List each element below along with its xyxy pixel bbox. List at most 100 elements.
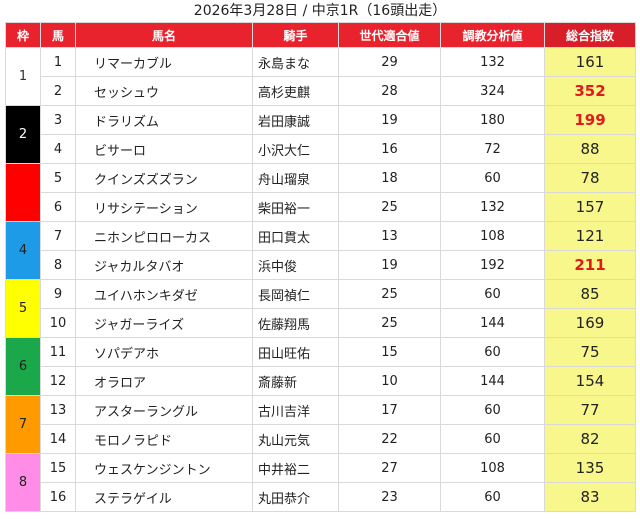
total-index-cell: 75: [544, 337, 636, 367]
horse-name-cell: ドラリズム: [75, 105, 253, 135]
page-title: 2026年3月28日 / 中京1R（16頭出走）: [193, 3, 447, 19]
horse-number-cell: 3: [40, 105, 76, 135]
table-row: 2 3 ドラリズム 岩田康誠 19 180 199: [5, 105, 636, 164]
table-row: 6 リサシテーション 柴田裕一 25 132 157: [6, 192, 636, 222]
waku-cell: 2: [5, 105, 41, 164]
training-analysis-cell: 60: [440, 337, 545, 367]
total-index-cell: 82: [544, 424, 636, 454]
training-analysis-cell: 60: [440, 482, 545, 512]
header-jockey: 騎手: [252, 22, 339, 48]
waku-cell: 7: [5, 395, 41, 454]
horse-number-cell: 4: [40, 134, 76, 164]
generation-fit-cell: 28: [338, 76, 441, 106]
horse-name-cell: ソパデアホ: [75, 337, 253, 367]
waku-cell: 1: [5, 47, 41, 106]
header-horse-name: 馬名: [75, 22, 253, 48]
generation-fit-cell: 19: [338, 250, 441, 280]
header-horse-number: 馬: [40, 22, 76, 48]
horse-number-cell: 10: [40, 308, 76, 338]
training-analysis-cell: 144: [440, 308, 545, 338]
jockey-cell: 佐藤翔馬: [252, 308, 339, 338]
total-index-cell: 211: [544, 250, 636, 280]
horse-number-cell: 5: [40, 163, 76, 193]
table-row: 5 9 ユイハホンキダゼ 長岡禎仁 25 60 85: [5, 279, 636, 338]
table-row: 10 ジャガーライズ 佐藤翔馬 25 144 169: [6, 308, 636, 338]
training-analysis-cell: 192: [440, 250, 545, 280]
horse-number-cell: 15: [40, 453, 76, 483]
waku-cell: 4: [5, 221, 41, 280]
horse-name-cell: アスターラングル: [75, 395, 253, 425]
training-analysis-cell: 180: [440, 105, 545, 135]
training-analysis-cell: 108: [440, 453, 545, 483]
jockey-cell: 永島まな: [252, 47, 339, 77]
generation-fit-cell: 17: [338, 395, 441, 425]
horse-name-cell: オラロア: [75, 366, 253, 396]
header-training-analysis: 調教分析値: [440, 22, 545, 48]
total-index-cell: 135: [544, 453, 636, 483]
table-row: 12 オラロア 斎藤新 10 144 154: [6, 366, 636, 396]
training-analysis-cell: 324: [440, 76, 545, 106]
training-analysis-cell: 60: [440, 395, 545, 425]
table-row: 16 ステラゲイル 丸田恭介 23 60 83: [6, 482, 636, 512]
training-analysis-cell: 144: [440, 366, 545, 396]
horse-name-cell: ユイハホンキダゼ: [75, 279, 253, 309]
horse-number-cell: 1: [40, 47, 76, 77]
total-index-cell: 154: [544, 366, 636, 396]
generation-fit-cell: 22: [338, 424, 441, 454]
training-analysis-cell: 60: [440, 424, 545, 454]
training-analysis-cell: 132: [440, 192, 545, 222]
horse-name-cell: モロノラピド: [75, 424, 253, 454]
waku-cell: 3: [5, 163, 41, 222]
jockey-cell: 浜中俊: [252, 250, 339, 280]
total-index-cell: 157: [544, 192, 636, 222]
table-row: 4 7 ニホンピロローカス 田口貫太 13 108 121: [5, 221, 636, 280]
total-index-cell: 169: [544, 308, 636, 338]
jockey-cell: 柴田裕一: [252, 192, 339, 222]
training-analysis-cell: 132: [440, 47, 545, 77]
horse-name-cell: リマーカブル: [75, 47, 253, 77]
horse-name-cell: ステラゲイル: [75, 482, 253, 512]
training-analysis-cell: 60: [440, 279, 545, 309]
horse-number-cell: 2: [40, 76, 76, 106]
total-index-cell: 352: [544, 76, 636, 106]
race-table: 枠 馬 馬名 騎手 世代適合値 調教分析値 総合指数 1 1 リマーカブル 永島まな 2…: [5, 22, 636, 512]
training-analysis-cell: 60: [440, 163, 545, 193]
horse-name-cell: ウェスケンジントン: [75, 453, 253, 483]
total-index-cell: 85: [544, 279, 636, 309]
generation-fit-cell: 16: [338, 134, 441, 164]
table-row: 6 11 ソパデアホ 田山旺佑 15 60 75: [5, 337, 636, 396]
horse-name-cell: セッシュウ: [75, 76, 253, 106]
horse-number-cell: 14: [40, 424, 76, 454]
generation-fit-cell: 25: [338, 279, 441, 309]
generation-fit-cell: 13: [338, 221, 441, 251]
table-row: 1 1 リマーカブル 永島まな 29 132 161: [5, 47, 636, 106]
generation-fit-cell: 19: [338, 105, 441, 135]
table-row: 3 5 クインズズズラン 舟山瑠泉 18 60 78: [5, 163, 636, 222]
total-index-cell: 78: [544, 163, 636, 193]
generation-fit-cell: 27: [338, 453, 441, 483]
jockey-cell: 岩田康誠: [252, 105, 339, 135]
jockey-cell: 田口貫太: [252, 221, 339, 251]
jockey-cell: 高杉吏麒: [252, 76, 339, 106]
header-generation-fit: 世代適合値: [338, 22, 441, 48]
training-analysis-cell: 72: [440, 134, 545, 164]
table-row: 2 セッシュウ 高杉吏麒 28 324 352: [6, 76, 636, 106]
table-row: 14 モロノラピド 丸山元気 22 60 82: [6, 424, 636, 454]
total-index-cell: 161: [544, 47, 636, 77]
horse-name-cell: クインズズズラン: [75, 163, 253, 193]
jockey-cell: 田山旺佑: [252, 337, 339, 367]
header-waku: 枠: [5, 22, 41, 48]
jockey-cell: 丸山元気: [252, 424, 339, 454]
table-row: 7 13 アスターラングル 古川吉洋 17 60 77: [5, 395, 636, 454]
horse-name-cell: ビサーロ: [75, 134, 253, 164]
generation-fit-cell: 25: [338, 308, 441, 338]
waku-cell: 8: [5, 453, 41, 512]
jockey-cell: 小沢大仁: [252, 134, 339, 164]
waku-cell: 6: [5, 337, 41, 396]
jockey-cell: 長岡禎仁: [252, 279, 339, 309]
horse-name-cell: リサシテーション: [75, 192, 253, 222]
header-row: 枠 馬 馬名 騎手 世代適合値 調教分析値 総合指数: [5, 22, 636, 48]
total-index-cell: 121: [544, 221, 636, 251]
total-index-cell: 199: [544, 105, 636, 135]
generation-fit-cell: 29: [338, 47, 441, 77]
